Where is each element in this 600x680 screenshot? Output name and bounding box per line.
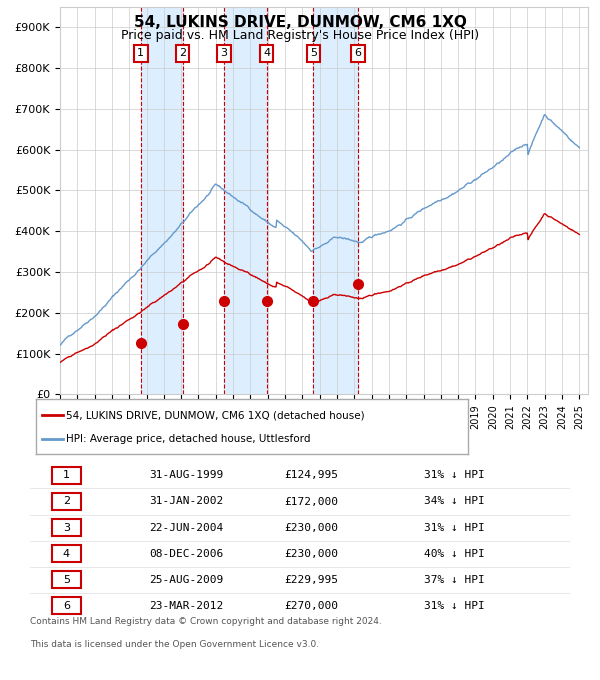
Text: £172,000: £172,000 bbox=[284, 496, 338, 507]
Text: HPI: Average price, detached house, Uttlesford: HPI: Average price, detached house, Uttl… bbox=[66, 435, 311, 445]
Text: Contains HM Land Registry data © Crown copyright and database right 2024.: Contains HM Land Registry data © Crown c… bbox=[30, 617, 382, 626]
FancyBboxPatch shape bbox=[52, 571, 82, 588]
FancyBboxPatch shape bbox=[52, 519, 82, 536]
Text: 31% ↓ HPI: 31% ↓ HPI bbox=[424, 471, 485, 481]
Text: 31% ↓ HPI: 31% ↓ HPI bbox=[424, 522, 485, 532]
Text: 40% ↓ HPI: 40% ↓ HPI bbox=[424, 549, 485, 559]
Text: £229,995: £229,995 bbox=[284, 575, 338, 585]
Text: 3: 3 bbox=[220, 48, 227, 58]
Text: 08-DEC-2006: 08-DEC-2006 bbox=[149, 549, 223, 559]
Text: 2: 2 bbox=[63, 496, 70, 507]
Text: 25-AUG-2009: 25-AUG-2009 bbox=[149, 575, 223, 585]
Text: £270,000: £270,000 bbox=[284, 600, 338, 611]
Text: 54, LUKINS DRIVE, DUNMOW, CM6 1XQ: 54, LUKINS DRIVE, DUNMOW, CM6 1XQ bbox=[134, 15, 466, 30]
Text: 31% ↓ HPI: 31% ↓ HPI bbox=[424, 600, 485, 611]
Text: £230,000: £230,000 bbox=[284, 522, 338, 532]
Text: £124,995: £124,995 bbox=[284, 471, 338, 481]
Bar bbox=[141, 7, 182, 394]
FancyBboxPatch shape bbox=[52, 545, 82, 562]
Text: 1: 1 bbox=[63, 471, 70, 481]
Text: 23-MAR-2012: 23-MAR-2012 bbox=[149, 600, 223, 611]
Text: 6: 6 bbox=[355, 48, 362, 58]
Text: 31-AUG-1999: 31-AUG-1999 bbox=[149, 471, 223, 481]
FancyBboxPatch shape bbox=[52, 597, 82, 614]
Text: This data is licensed under the Open Government Licence v3.0.: This data is licensed under the Open Gov… bbox=[30, 641, 319, 649]
Bar bbox=[224, 7, 266, 394]
Text: £230,000: £230,000 bbox=[284, 549, 338, 559]
Text: 4: 4 bbox=[63, 549, 70, 559]
Text: 5: 5 bbox=[63, 575, 70, 585]
Text: 1: 1 bbox=[137, 48, 144, 58]
Text: 54, LUKINS DRIVE, DUNMOW, CM6 1XQ (detached house): 54, LUKINS DRIVE, DUNMOW, CM6 1XQ (detac… bbox=[66, 411, 365, 420]
Text: 3: 3 bbox=[63, 522, 70, 532]
FancyBboxPatch shape bbox=[52, 493, 82, 510]
Text: 4: 4 bbox=[263, 48, 270, 58]
Text: 2: 2 bbox=[179, 48, 186, 58]
Bar bbox=[313, 7, 358, 394]
Text: 34% ↓ HPI: 34% ↓ HPI bbox=[424, 496, 485, 507]
Text: 31-JAN-2002: 31-JAN-2002 bbox=[149, 496, 223, 507]
Text: 22-JUN-2004: 22-JUN-2004 bbox=[149, 522, 223, 532]
Text: 6: 6 bbox=[63, 600, 70, 611]
Text: Price paid vs. HM Land Registry's House Price Index (HPI): Price paid vs. HM Land Registry's House … bbox=[121, 29, 479, 41]
Text: 5: 5 bbox=[310, 48, 317, 58]
FancyBboxPatch shape bbox=[52, 467, 82, 484]
Text: 37% ↓ HPI: 37% ↓ HPI bbox=[424, 575, 485, 585]
